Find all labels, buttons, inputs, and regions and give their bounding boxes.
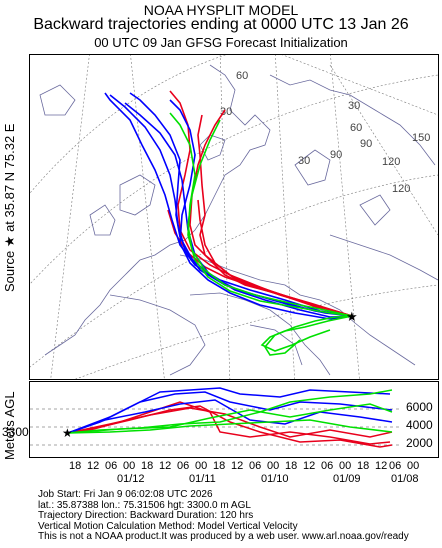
hour-label: 06 bbox=[389, 460, 402, 472]
vertical-profile-plot: ★ bbox=[29, 381, 439, 458]
trajectory-blue-3 bbox=[124, 102, 353, 318]
hour-label: 12 bbox=[303, 460, 316, 472]
date-label: 01/08 bbox=[391, 473, 419, 485]
hour-label: 06 bbox=[249, 460, 262, 472]
vertical-method-line: Vertical Motion Calculation Method: Mode… bbox=[38, 520, 298, 532]
hour-label: 00 bbox=[339, 460, 352, 472]
model-title: NOAA HYSPLIT MODEL bbox=[143, 2, 299, 18]
graticule bbox=[30, 55, 438, 379]
latlon-label: 60 bbox=[236, 70, 248, 82]
hour-label: 12 bbox=[375, 460, 388, 472]
hour-label: 00 bbox=[195, 460, 208, 472]
trajectory-red-1 bbox=[169, 90, 353, 317]
job-start-line: Job Start: Fri Jan 9 06:02:08 UTC 2026 bbox=[38, 489, 213, 500]
latlon-label: 30 bbox=[298, 155, 310, 167]
map-svg: 60 30 30 60 90 120 150 120 90 30 bbox=[30, 55, 438, 379]
trajectory-red-3 bbox=[189, 109, 353, 317]
trajectory-green-2 bbox=[169, 112, 353, 317]
trajectory-green-3 bbox=[260, 315, 353, 352]
hour-label: 12 bbox=[87, 460, 100, 472]
job-info: Job Start: Fri Jan 9 06:02:08 UTC 2026 l… bbox=[38, 489, 409, 543]
height-tick-6000: 6000 bbox=[406, 400, 433, 414]
trajectory-blue-1 bbox=[104, 92, 353, 317]
start-height-label: 3300 bbox=[2, 425, 29, 439]
trajectory-green-4 bbox=[187, 119, 353, 317]
trajectory-lines bbox=[104, 90, 353, 356]
trajectory-red-5 bbox=[197, 199, 353, 317]
hour-label: 00 bbox=[267, 460, 280, 472]
latlon-label: 120 bbox=[382, 156, 400, 168]
height-tick-2000: 2000 bbox=[406, 436, 433, 450]
source-star-icon: ★ bbox=[346, 310, 358, 325]
date-label: 01/10 bbox=[261, 473, 289, 485]
forecast-init-subtitle: 00 UTC 09 Jan GFSG Forecast Initializati… bbox=[94, 35, 348, 50]
hour-label: 06 bbox=[105, 460, 118, 472]
hour-label: 18 bbox=[69, 460, 82, 472]
trajectory-title: Backward trajectories ending at 0000 UTC… bbox=[33, 16, 409, 33]
time-axis: 18 12 06 00 18 12 06 00 18 12 06 00 18 1… bbox=[29, 458, 439, 488]
latlon-label: 90 bbox=[360, 138, 372, 150]
latlon-label: 90 bbox=[330, 149, 342, 161]
coastlines bbox=[39, 64, 438, 376]
hour-label: 18 bbox=[357, 460, 370, 472]
trajectory-map: 60 30 30 60 90 120 150 120 90 30 bbox=[29, 54, 439, 380]
hour-label: 00 bbox=[123, 460, 136, 472]
hour-label: 12 bbox=[159, 460, 172, 472]
direction-line: Trajectory Direction: Backward Duration:… bbox=[38, 510, 254, 521]
latlon-label: 30 bbox=[348, 100, 360, 112]
latlon-labels: 60 30 30 60 90 120 150 120 90 30 bbox=[220, 70, 430, 195]
latlon-label: 30 bbox=[220, 106, 232, 118]
vertical-svg: ★ bbox=[30, 387, 400, 448]
source-star-icon: ★ bbox=[62, 426, 73, 440]
trajectory-blue-5 bbox=[169, 99, 353, 320]
height-tick-4000: 4000 bbox=[406, 418, 433, 432]
disclaimer-line: This is not a NOAA product.It was produc… bbox=[38, 531, 409, 542]
vertical-trajectory-lines bbox=[67, 387, 393, 448]
latlon-label: 150 bbox=[412, 132, 430, 144]
latlon-label: 120 bbox=[392, 183, 410, 195]
trajectory-red-4 bbox=[167, 209, 353, 317]
date-label: 01/11 bbox=[189, 473, 216, 485]
hour-label: 00 bbox=[407, 460, 420, 472]
date-label: 01/12 bbox=[117, 473, 145, 485]
date-label: 01/09 bbox=[333, 473, 361, 485]
hour-label: 06 bbox=[321, 460, 334, 472]
hour-label: 18 bbox=[285, 460, 298, 472]
source-location-label: Source ★ at 35.87 N 75.32 E bbox=[2, 123, 17, 292]
hour-label: 18 bbox=[213, 460, 226, 472]
location-line: lat.: 35.87388 lon.: 75.31506 hgt: 3300.… bbox=[38, 499, 251, 511]
hour-label: 06 bbox=[177, 460, 190, 472]
latlon-label: 60 bbox=[350, 122, 362, 134]
hour-label: 18 bbox=[141, 460, 154, 472]
hour-label: 12 bbox=[231, 460, 244, 472]
